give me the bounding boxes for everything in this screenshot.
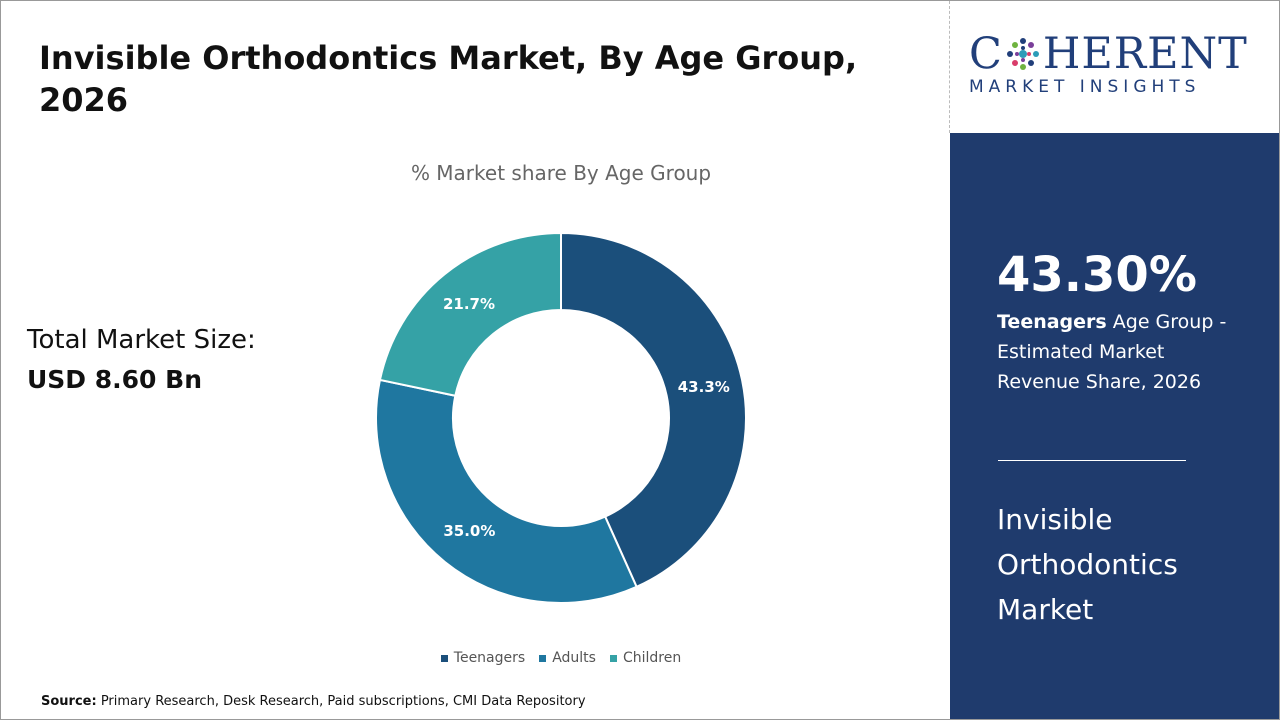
chart-subtitle: % Market share By Age Group	[410, 161, 712, 185]
legend-swatch	[539, 654, 547, 662]
logo-name: C HERENT	[969, 29, 1269, 79]
divider	[949, 1, 950, 133]
chart-title: Invisible Orthodontics Market, By Age Gr…	[39, 39, 858, 119]
pie-slice	[560, 231, 747, 589]
legend-swatch	[609, 654, 617, 662]
pie-slice	[375, 378, 638, 604]
legend-label: Children	[622, 650, 682, 666]
legend-item: Teenagers	[440, 650, 526, 666]
source-label: Source:	[41, 694, 97, 709]
data-label: 21.7%	[443, 295, 495, 313]
data-label: 35.0%	[443, 522, 495, 540]
highlight-value: 43.30%	[997, 247, 1197, 303]
panel-market: Invisible Orthodontics Market	[997, 503, 1178, 626]
pie-slice	[378, 231, 562, 397]
legend-item: Children	[609, 650, 682, 666]
data-label: 43.3%	[678, 378, 730, 396]
panel-rule	[998, 460, 1186, 461]
source: Source: Primary Research, Desk Research,…	[41, 694, 586, 709]
legend: Teenagers Adults Children	[301, 650, 821, 666]
logo-tagline: MARKET INSIGHTS	[969, 77, 1201, 97]
legend-swatch	[440, 654, 448, 662]
market-size-value: USD 8.60 Bn	[27, 365, 202, 394]
donut-chart: 43.3% 35.0% 21.7%	[375, 231, 747, 604]
legend-item: Adults	[539, 650, 596, 666]
legend-label: Teenagers	[453, 650, 526, 666]
logo: C HERENT MARKET INSIGHTS	[969, 29, 1269, 97]
highlight-description: Teenagers Age Group - Estimated Market R…	[997, 307, 1237, 397]
logo-text: C	[969, 29, 1003, 79]
segment-name: Teenagers	[997, 311, 1107, 333]
description: Age Group - Estimated Market Revenue Sha…	[997, 311, 1227, 393]
source-text: Primary Research, Desk Research, Paid su…	[96, 694, 586, 709]
logo-text: HERENT	[1042, 29, 1248, 79]
market-size-label: Total Market Size:	[27, 325, 256, 355]
legend-label: Adults	[552, 650, 596, 666]
side-panel	[950, 133, 1279, 719]
logo-mark	[1006, 38, 1039, 70]
